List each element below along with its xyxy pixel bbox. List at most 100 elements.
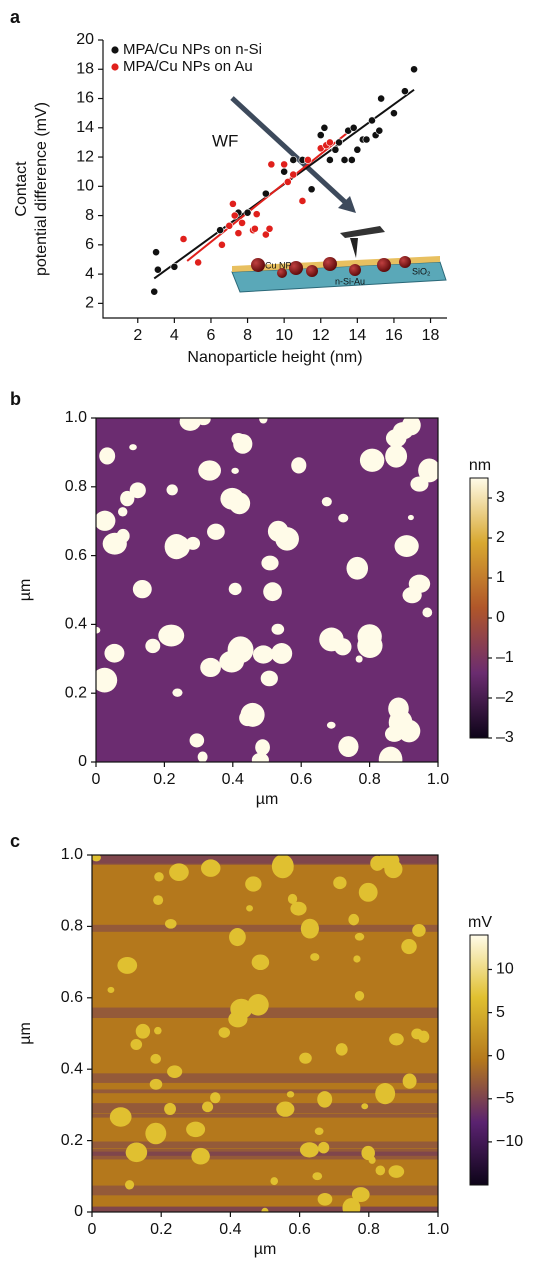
data-point (150, 287, 159, 296)
particle (246, 905, 253, 912)
particle (359, 448, 385, 472)
particle (354, 932, 365, 941)
particle (355, 655, 363, 663)
fit-line (186, 127, 355, 262)
data-point (225, 221, 234, 230)
particle (317, 1192, 333, 1206)
particle (276, 1101, 295, 1117)
data-point (325, 138, 334, 147)
data-point (316, 131, 325, 140)
streak (92, 855, 438, 864)
x-tick-label: 10 (275, 327, 293, 344)
data-point (349, 123, 358, 132)
particle (227, 636, 254, 664)
particle (230, 998, 253, 1020)
particle (314, 1127, 324, 1136)
particle (145, 1122, 167, 1145)
data-point (229, 199, 237, 208)
particle (317, 1091, 333, 1108)
data-point (280, 167, 289, 176)
legend-marker (111, 63, 119, 71)
particle (310, 953, 320, 961)
particle (239, 709, 256, 727)
y-tick-label: 2 (85, 295, 94, 312)
data-point (238, 218, 246, 227)
data-point (218, 240, 226, 249)
particle (200, 657, 221, 678)
y-axis-label: µm (17, 1022, 34, 1045)
particle (228, 582, 242, 596)
data-point (320, 123, 329, 132)
particle (196, 418, 211, 426)
y-tick-label: 1.0 (65, 409, 87, 426)
particle (353, 955, 361, 963)
particle (411, 1028, 423, 1040)
annotation: n-Si-Au (335, 276, 365, 286)
particle (96, 626, 101, 634)
particle (117, 507, 128, 517)
nanoparticles (251, 256, 411, 278)
particle (333, 876, 347, 890)
wf-arrow (230, 96, 347, 204)
particle (375, 1083, 396, 1105)
data-point (362, 135, 371, 144)
colorbar-tick-label: 10 (496, 961, 514, 978)
particle (220, 487, 245, 510)
particle (153, 895, 164, 906)
x-tick-label: 0.4 (222, 771, 244, 788)
colorbar-tick-label: 3 (496, 489, 505, 506)
colorbar-label: mV (468, 914, 492, 931)
particle (321, 496, 332, 507)
data-point (250, 224, 259, 233)
image-frame (91, 854, 439, 1213)
streak (92, 1103, 438, 1114)
colorbar (469, 934, 489, 1186)
particle (231, 467, 239, 474)
data-point (234, 229, 243, 238)
particle (354, 990, 365, 1001)
streak (92, 855, 438, 865)
particle (271, 623, 285, 635)
particle (312, 1172, 323, 1181)
x-tick-label: 0.2 (150, 1221, 172, 1238)
y-tick-label: 1.0 (61, 846, 83, 863)
y-tick-label: 20 (76, 31, 94, 48)
y-tick-label: 6 (85, 236, 94, 253)
y-axis-label: Contact (13, 161, 30, 217)
data-point (304, 156, 312, 164)
colorbar-tick-label: 0 (496, 609, 505, 626)
particle (259, 418, 268, 424)
particle (261, 1207, 269, 1212)
particle (189, 733, 205, 748)
colorbar-tick-label: −10 (496, 1133, 523, 1150)
particle (368, 1156, 376, 1164)
particle (197, 751, 208, 762)
x-tick-label: 0.6 (290, 771, 312, 788)
particle (388, 1165, 405, 1178)
particle (263, 582, 282, 602)
particle (290, 901, 307, 916)
data-point (289, 170, 298, 179)
data-point (170, 262, 179, 271)
y-tick-label: 12 (76, 148, 94, 165)
image-content (96, 418, 438, 762)
x-tick-label: 12 (312, 327, 330, 344)
x-tick-label: 16 (385, 327, 403, 344)
particle (384, 860, 403, 879)
annotation: Cu NP (265, 260, 292, 270)
annotation: WF (212, 131, 238, 150)
colorbar-tick-label: –1 (496, 649, 514, 666)
particle (397, 719, 421, 743)
legend-label: MPA/Cu NPs on n-Si (123, 41, 262, 58)
particle (191, 1147, 210, 1165)
particle (99, 447, 116, 465)
data-point (331, 145, 340, 154)
data-point (289, 156, 298, 164)
particle (149, 1078, 163, 1090)
particle (300, 918, 319, 939)
particle (275, 527, 299, 551)
data-point (368, 116, 376, 125)
x-tick-label: 18 (422, 327, 440, 344)
particle (117, 956, 138, 974)
particle (169, 863, 189, 882)
